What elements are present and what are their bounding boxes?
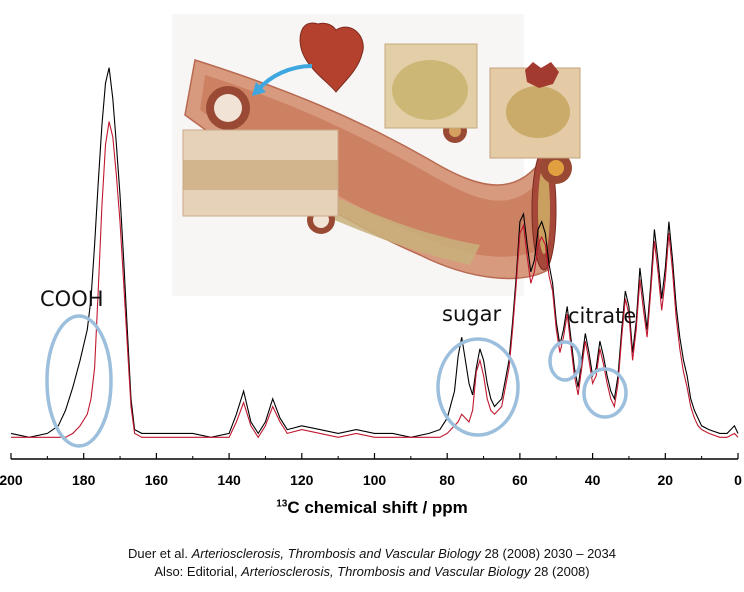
spectrum-trace-black	[10, 67, 739, 438]
citation-2-suffix: 28 (2008)	[530, 564, 590, 579]
citrate-label: citrate	[568, 304, 637, 328]
citation-line-2: Also: Editorial, Arteriosclerosis, Throm…	[0, 564, 744, 579]
artery-illustration	[172, 14, 581, 296]
x-tick-label: 100	[363, 472, 387, 488]
artery-lumen	[200, 75, 540, 257]
clot-icon	[525, 62, 559, 88]
x-tick-label: 120	[290, 472, 314, 488]
artery-cross-core	[538, 166, 550, 254]
x-tick-label: 60	[512, 472, 528, 488]
citrate-highlight-ellipse-2	[582, 367, 628, 419]
x-tick-label: 40	[585, 472, 601, 488]
x-axis-label-superscript: 13	[276, 498, 288, 510]
cooh-label: COOH	[40, 287, 104, 311]
x-tick-label: 140	[217, 472, 241, 488]
arrow-head-icon	[252, 82, 266, 96]
x-tick-label: 20	[658, 472, 674, 488]
citrate-highlight-ellipse-1	[548, 340, 582, 382]
sugar-highlight-ellipse	[436, 337, 520, 437]
x-tick-label: 160	[145, 472, 169, 488]
x-axis-label: 13C chemical shift / ppm	[0, 498, 744, 518]
citation-1-prefix: Duer et al.	[127, 546, 192, 561]
citation-2-journal: Arteriosclerosis, Thrombosis and Vascula…	[241, 564, 531, 579]
cooh-highlight-ellipse	[45, 314, 113, 448]
x-tick-label: 80	[439, 472, 455, 488]
citation-1-suffix: 28 (2008) 2030 – 2034	[480, 546, 616, 561]
arrow-icon	[256, 64, 313, 92]
spectrum-trace-red	[11, 121, 739, 439]
sugar-label: sugar	[442, 302, 502, 326]
x-axis: 200 180 160 140 120 100 80 60 40 20 0	[0, 453, 742, 488]
citation-2-prefix: Also: Editorial,	[154, 564, 242, 579]
x-axis-label-text: C chemical shift / ppm	[287, 498, 468, 517]
citation-1-journal: Arteriosclerosis, Thrombosis and Vascula…	[191, 546, 481, 561]
x-tick-label: 200	[0, 472, 23, 488]
x-tick-label: 180	[72, 472, 96, 488]
heart-icon	[299, 22, 364, 93]
citation-line-1: Duer et al. Arteriosclerosis, Thrombosis…	[0, 546, 744, 561]
x-tick-label: 0	[734, 472, 742, 488]
